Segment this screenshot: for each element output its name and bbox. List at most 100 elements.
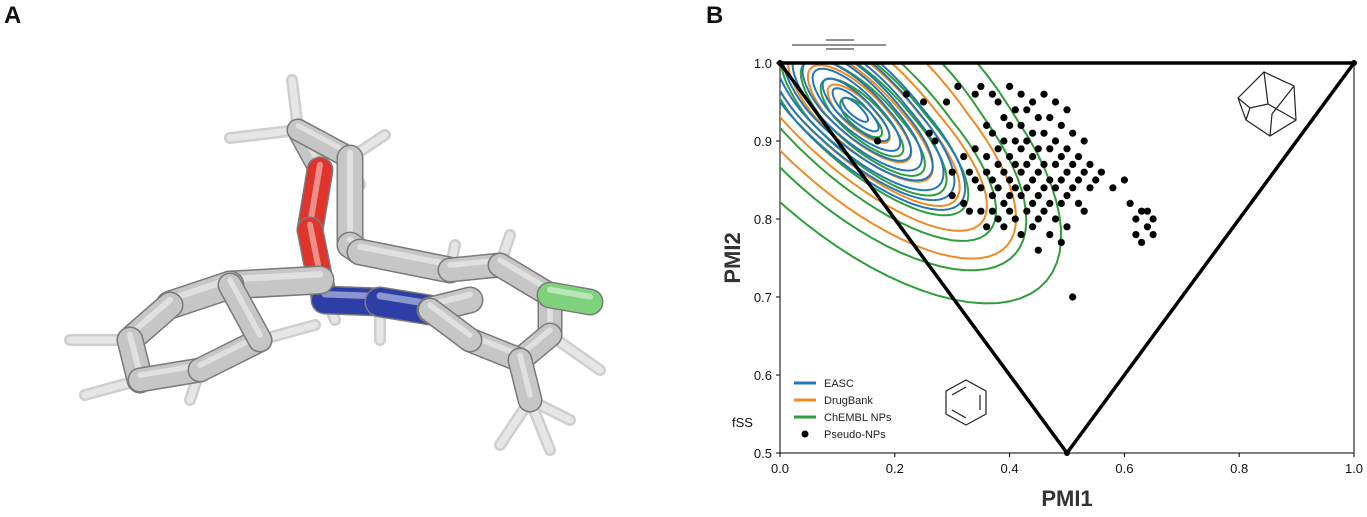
pseudo-np-point xyxy=(1057,199,1065,207)
pseudo-np-point xyxy=(1017,192,1025,200)
pseudo-np-point xyxy=(988,90,996,98)
pseudo-np-point xyxy=(1132,231,1140,239)
pseudo-np-point xyxy=(960,199,968,207)
pseudo-np-point xyxy=(1017,121,1025,129)
pseudo-np-point xyxy=(1006,207,1014,215)
pseudo-np-point xyxy=(1138,207,1146,215)
pseudo-np-point xyxy=(1000,223,1008,231)
pseudo-np-point xyxy=(1023,207,1031,215)
y-tick-label: 0.6 xyxy=(754,368,772,383)
x-tick-label: 0.4 xyxy=(1001,461,1019,476)
pseudo-np-point xyxy=(1017,145,1025,153)
pseudo-np-point xyxy=(1080,168,1088,176)
pseudo-np-point xyxy=(1063,168,1071,176)
bond-c-o-highlight xyxy=(307,161,323,228)
pseudo-np-point xyxy=(1034,246,1042,254)
x-axis-label: PMI1 xyxy=(1041,486,1092,511)
pseudo-np-point xyxy=(1000,137,1008,145)
x-tick-label: 0.2 xyxy=(886,461,904,476)
pseudo-np-point xyxy=(1017,168,1025,176)
contour-chembl-nps-3 xyxy=(780,63,948,197)
legend-label-pseudo-nps: Pseudo-NPs xyxy=(824,429,886,441)
pseudo-np-point xyxy=(988,207,996,215)
pseudo-np-point xyxy=(1143,223,1151,231)
contour-easc-3 xyxy=(811,67,902,152)
pseudo-np-point xyxy=(1017,90,1025,98)
pseudo-np-point xyxy=(1034,215,1042,223)
pseudo-np-point xyxy=(1074,153,1083,161)
pseudo-np-point xyxy=(1040,90,1048,98)
pseudo-np-point xyxy=(1011,106,1019,114)
molecule-stick-model xyxy=(64,74,606,456)
pseudo-np-point xyxy=(1011,160,1019,168)
pseudo-np-point xyxy=(965,207,973,215)
pseudo-np-point xyxy=(1063,106,1071,114)
pseudo-np-point xyxy=(988,176,996,184)
pseudo-np-point xyxy=(1034,168,1042,176)
pseudo-np-point xyxy=(1051,98,1060,106)
pseudo-np-point xyxy=(1086,184,1094,192)
pseudo-np-point xyxy=(1080,207,1088,215)
pseudo-np-point xyxy=(1023,184,1031,192)
pseudo-np-point xyxy=(994,184,1002,192)
molecule-structure xyxy=(30,40,670,500)
pseudo-np-point xyxy=(1040,160,1048,168)
bond-c-c xyxy=(219,274,271,351)
pseudo-np-point xyxy=(1000,114,1008,122)
pseudo-np-point xyxy=(1023,106,1031,114)
pseudo-np-point xyxy=(1143,207,1151,215)
contour-chembl-nps-7 xyxy=(780,63,1063,305)
pseudo-np-point xyxy=(1046,231,1054,239)
pseudo-np-point xyxy=(1057,121,1065,129)
legend: EASC DrugBank ChEMBL NPs Pseudo-NPs xyxy=(794,378,892,441)
pseudo-np-point xyxy=(948,168,956,176)
pseudo-np-point xyxy=(1063,192,1071,200)
pseudo-np-point xyxy=(1057,176,1065,184)
pseudo-np-point xyxy=(1074,199,1083,207)
bond-c-c xyxy=(217,267,333,298)
pseudo-np-point xyxy=(988,192,996,200)
pseudo-np-point xyxy=(994,145,1002,153)
benzene-icon xyxy=(945,379,987,426)
x-tick-label: 0.6 xyxy=(1115,461,1133,476)
panel-b-label: B xyxy=(706,2,724,29)
pseudo-np-point xyxy=(1046,145,1054,153)
x-tick-label: 0.0 xyxy=(771,461,789,476)
pseudo-np-point xyxy=(983,121,991,129)
pseudo-np-point xyxy=(1149,215,1157,223)
pseudo-np-point xyxy=(1029,176,1037,184)
triangle-vertex xyxy=(1351,60,1357,66)
bond-c-c-highlight xyxy=(227,277,263,338)
pseudo-np-point xyxy=(948,192,956,200)
pseudo-np-point xyxy=(902,90,910,98)
pseudo-np-point xyxy=(1069,160,1077,168)
pseudo-np-point xyxy=(983,153,991,161)
pseudo-np-point xyxy=(1080,137,1088,145)
contour-easc-9 xyxy=(780,63,967,211)
pseudo-np-point xyxy=(954,82,962,90)
pseudo-np-point xyxy=(1074,176,1083,184)
pseudo-np-point xyxy=(1097,168,1105,176)
pseudo-np-point xyxy=(1006,192,1014,200)
pseudo-np-point xyxy=(971,145,979,153)
pseudo-np-point xyxy=(1034,145,1042,153)
contour-drugbank-5 xyxy=(780,63,1018,260)
pseudo-np-point xyxy=(1029,199,1037,207)
legend-label-chembl: ChEMBL NPs xyxy=(824,412,892,424)
legend-label-easc: EASC xyxy=(824,378,854,390)
pseudo-np-point xyxy=(1011,184,1019,192)
contour-drugbank-4 xyxy=(780,63,988,232)
y-axis-label: PMI2 xyxy=(720,232,745,283)
bond-c-c-highlight xyxy=(517,352,533,398)
pseudo-np-point xyxy=(1051,215,1060,223)
bond-c-c xyxy=(348,240,462,282)
pseudo-np-point xyxy=(1029,98,1037,106)
pseudo-np-point xyxy=(994,160,1002,168)
pseudo-np-point xyxy=(1040,184,1048,192)
pseudo-np-point xyxy=(965,168,973,176)
contour-easc-6 xyxy=(782,63,934,182)
contour-easc-2 xyxy=(821,77,891,143)
pseudo-np-point xyxy=(1046,176,1054,184)
pseudo-np-point xyxy=(1006,176,1014,184)
y-tick-label: 0.5 xyxy=(754,446,772,461)
